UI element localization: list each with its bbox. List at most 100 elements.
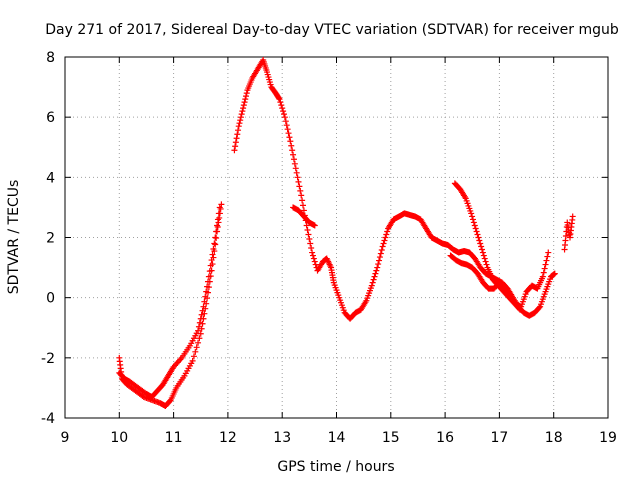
data-point bbox=[213, 228, 220, 235]
data-point bbox=[309, 252, 316, 259]
data-point bbox=[237, 117, 244, 124]
data-point bbox=[293, 169, 300, 176]
data-point bbox=[199, 307, 206, 314]
data-point bbox=[542, 261, 549, 268]
x-tick-label: 17 bbox=[490, 430, 508, 446]
data-point bbox=[305, 231, 312, 238]
data-point bbox=[469, 216, 476, 223]
satellite-track-d bbox=[290, 204, 318, 229]
data-point bbox=[190, 353, 197, 360]
axis-ticks bbox=[64, 56, 609, 419]
satellite-track-a bbox=[116, 201, 225, 409]
y-tick-label: 4 bbox=[46, 170, 55, 186]
data-point bbox=[202, 293, 209, 300]
data-point bbox=[196, 319, 203, 326]
data-point bbox=[300, 202, 307, 209]
data-point bbox=[291, 160, 298, 167]
data-point bbox=[539, 273, 546, 280]
data-point bbox=[472, 225, 479, 232]
satellite-track-c bbox=[231, 57, 558, 322]
data-point bbox=[372, 270, 379, 277]
data-point bbox=[371, 273, 378, 280]
data-point bbox=[234, 131, 241, 138]
data-point bbox=[476, 237, 483, 244]
data-point bbox=[278, 102, 285, 109]
satellite-track-b bbox=[116, 204, 223, 400]
data-point bbox=[189, 357, 196, 364]
data-point bbox=[541, 265, 548, 272]
data-point bbox=[214, 222, 221, 229]
data-point bbox=[235, 127, 242, 134]
x-tick-labels: 9 10 11 12 13 14 15 16 17 18 19 bbox=[61, 430, 617, 446]
data-point bbox=[540, 269, 547, 276]
y-tick-label: -2 bbox=[41, 351, 55, 367]
data-point bbox=[370, 276, 377, 283]
data-point bbox=[297, 187, 304, 194]
data-point bbox=[310, 255, 317, 262]
data-point bbox=[479, 249, 486, 256]
y-tick-label: 8 bbox=[46, 50, 55, 66]
data-point bbox=[298, 192, 305, 199]
data-point bbox=[307, 240, 314, 247]
data-point bbox=[376, 254, 383, 261]
data-point bbox=[240, 105, 247, 112]
data-point bbox=[201, 298, 208, 305]
data-point bbox=[211, 240, 218, 247]
x-tick-label: 15 bbox=[382, 430, 400, 446]
data-point bbox=[216, 204, 223, 211]
data-point bbox=[286, 134, 293, 141]
data-point bbox=[536, 304, 543, 311]
data-point bbox=[236, 120, 243, 127]
x-tick-label: 14 bbox=[328, 430, 346, 446]
satellite-track-g bbox=[561, 213, 576, 253]
data-point bbox=[207, 262, 214, 269]
data-point bbox=[477, 240, 484, 247]
data-point bbox=[375, 261, 382, 268]
data-point bbox=[195, 327, 202, 334]
data-point bbox=[196, 335, 203, 342]
x-tick-label: 13 bbox=[273, 430, 291, 446]
data-point bbox=[212, 234, 219, 241]
data-point bbox=[243, 93, 249, 100]
data-point bbox=[201, 310, 208, 317]
data-point bbox=[377, 250, 384, 257]
y-tick-label: -4 bbox=[41, 411, 55, 427]
data-point bbox=[469, 213, 476, 220]
data-point bbox=[311, 258, 318, 265]
y-tick-label: 6 bbox=[46, 110, 55, 126]
data-point bbox=[204, 278, 211, 285]
data-point bbox=[312, 261, 319, 268]
data-point bbox=[282, 118, 289, 125]
data-point bbox=[166, 397, 173, 404]
data-point bbox=[378, 247, 385, 254]
data-point bbox=[381, 237, 388, 244]
chart-title: Day 271 of 2017, Sidereal Day-to-day VTE… bbox=[45, 22, 619, 38]
data-point bbox=[210, 246, 217, 253]
data-point bbox=[283, 122, 290, 129]
data-point bbox=[292, 165, 299, 172]
data-point bbox=[235, 123, 242, 130]
data-point bbox=[232, 139, 239, 146]
data-point bbox=[281, 114, 288, 121]
data-point bbox=[197, 315, 204, 322]
x-tick-label: 18 bbox=[545, 430, 563, 446]
data-point bbox=[480, 252, 487, 259]
data-point bbox=[382, 234, 389, 241]
data-point bbox=[281, 111, 288, 118]
data-point bbox=[195, 339, 202, 346]
data-point bbox=[198, 311, 205, 318]
data-point bbox=[215, 210, 222, 217]
data-point bbox=[212, 241, 219, 248]
x-axis-label: GPS time / hours bbox=[277, 459, 394, 475]
data-point bbox=[241, 99, 248, 106]
data-point bbox=[482, 258, 489, 265]
data-point bbox=[193, 344, 200, 351]
data-point bbox=[475, 234, 482, 241]
data-point bbox=[195, 323, 202, 330]
data-point bbox=[483, 261, 490, 268]
data-point bbox=[473, 228, 480, 235]
data-point bbox=[303, 222, 310, 229]
y-tick-labels: -4 -2 0 2 4 6 8 bbox=[41, 50, 55, 427]
data-point bbox=[203, 288, 210, 295]
